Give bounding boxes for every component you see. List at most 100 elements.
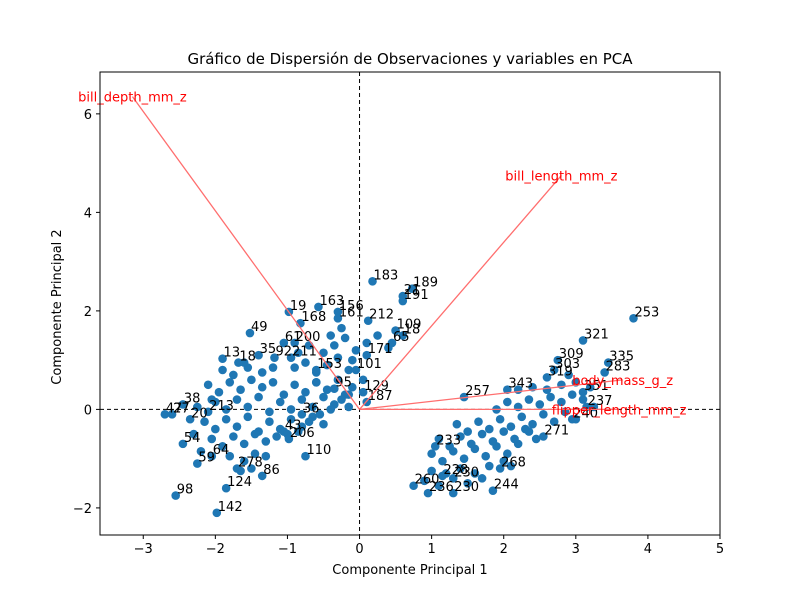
scatter-point: [234, 358, 243, 367]
y-tick-label: 6: [84, 108, 92, 123]
point-label: 163: [319, 294, 344, 309]
loading-vector: [359, 379, 623, 411]
scatter-point: [567, 414, 577, 424]
scatter-point: [247, 464, 256, 473]
point-label: 189: [413, 276, 438, 291]
chart-title: Gráfico de Dispersión de Observaciones y…: [187, 50, 633, 68]
scatter-point: [407, 284, 417, 294]
point-label: 92: [275, 345, 292, 360]
scatter-point: [363, 316, 373, 326]
scatter-point: [362, 338, 372, 348]
scatter-point: [344, 402, 354, 412]
scatter-point: [293, 348, 303, 358]
point-label: 20: [191, 406, 208, 421]
point-label: 206: [290, 426, 315, 441]
point-label: 47: [166, 401, 183, 416]
scatter-point: [510, 434, 519, 444]
scatter-point: [221, 483, 231, 493]
scatter-point: [272, 432, 281, 441]
scatter-point: [232, 395, 242, 404]
point-label: 18: [239, 350, 256, 365]
y-tick-label: 4: [84, 206, 92, 221]
scatter-point: [326, 405, 335, 414]
scatter-point: [564, 370, 573, 380]
point-label: 27: [173, 401, 190, 416]
scatter-point: [315, 410, 325, 419]
point-label: 13: [224, 346, 241, 361]
point-label: 171: [368, 342, 393, 357]
scatter-point: [337, 323, 346, 333]
scatter-point: [330, 341, 339, 350]
point-label: 110: [306, 443, 331, 458]
scatter-point: [193, 402, 202, 412]
scatter-point: [463, 478, 472, 488]
scatter-point: [553, 355, 563, 365]
point-label: 321: [584, 327, 609, 342]
point-label: 43: [285, 419, 302, 434]
scatter-point: [279, 427, 289, 436]
scatter-point: [585, 382, 595, 392]
x-tick-label: 0: [355, 542, 363, 557]
scatter-point: [232, 464, 242, 473]
scatter-point: [567, 390, 577, 399]
plot-frame: [99, 71, 721, 536]
scatter-point: [261, 451, 271, 461]
scatter-point: [254, 392, 263, 402]
scatter-point: [542, 373, 552, 382]
scatter-point: [290, 338, 299, 348]
scatter-point: [218, 442, 227, 451]
scatter-point: [265, 407, 274, 417]
scatter-point: [445, 442, 454, 451]
scatter-point: [524, 427, 534, 436]
loading-vector-label: body_mass_g_z: [572, 374, 673, 389]
scatter-point: [557, 380, 566, 390]
point-label: 343: [508, 377, 533, 392]
y-tick-label: 2: [84, 305, 92, 320]
scatter-point: [463, 427, 472, 436]
scatter-point: [239, 456, 249, 466]
scatter-point: [189, 429, 199, 439]
scatter-point: [528, 419, 537, 429]
point-label: 18: [404, 323, 421, 338]
scatter-point: [326, 331, 335, 340]
point-label: 109: [397, 318, 422, 333]
scatter-point: [337, 395, 346, 404]
scatter-point: [250, 449, 260, 459]
point-label: 335: [609, 350, 634, 365]
scatter-point: [362, 350, 372, 360]
point-label: 142: [218, 500, 243, 515]
loading-vector-label: bill_depth_mm_z: [78, 91, 187, 106]
scatter-point: [333, 307, 343, 317]
scatter-point: [430, 442, 440, 451]
scatter-point: [178, 400, 188, 409]
scatter-point: [495, 414, 505, 424]
point-label: 153: [317, 357, 342, 372]
loading-vector: [359, 175, 562, 410]
scatter-point: [549, 365, 559, 375]
scatter-point: [427, 466, 436, 476]
point-label: 212: [369, 308, 394, 323]
x-tick-label: −3: [134, 542, 153, 557]
scatter-point: [546, 392, 555, 402]
point-label: 244: [494, 478, 519, 493]
point-label: 303: [555, 357, 580, 372]
point-label: 211: [292, 345, 317, 360]
scatter-point: [351, 345, 361, 355]
scatter-point: [314, 302, 323, 312]
scatter-point: [427, 449, 436, 459]
point-label: 38: [184, 391, 201, 406]
scatter-point: [434, 434, 444, 444]
scatter-point: [239, 439, 249, 449]
scatter-point: [193, 459, 202, 468]
scatter-point: [232, 422, 242, 431]
scatter-point: [301, 387, 310, 397]
scatter-point: [539, 432, 548, 441]
scatter-point: [297, 410, 307, 419]
scatter-point: [330, 384, 339, 394]
scatter-point: [196, 446, 206, 456]
point-label: 161: [339, 305, 364, 320]
point-label: 168: [301, 310, 326, 325]
scatter-point: [333, 313, 343, 323]
